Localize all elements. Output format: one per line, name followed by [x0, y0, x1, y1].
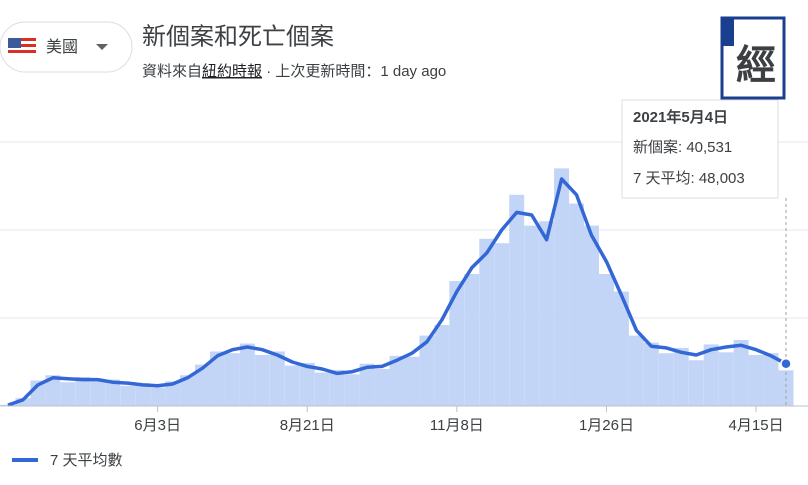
bar [419, 335, 435, 406]
bar [359, 363, 375, 406]
tooltip [621, 99, 779, 199]
bar [45, 375, 61, 406]
bar [778, 370, 794, 406]
bar [254, 354, 270, 406]
bar [209, 351, 225, 406]
watermark: 經 [720, 16, 786, 100]
bar [195, 364, 210, 406]
updated: · 上次更新時間：1 day ago [262, 63, 446, 80]
bar [673, 347, 689, 406]
country-label: 美國 [46, 38, 78, 56]
bar [434, 325, 450, 406]
bar [374, 369, 390, 406]
bar [733, 340, 749, 406]
bar [748, 354, 764, 406]
bar [464, 274, 480, 406]
bar [180, 375, 196, 406]
x-tick-label: 8月21日 [280, 417, 335, 434]
flag [8, 38, 36, 56]
source-link[interactable]: 紐約時報 [202, 63, 262, 80]
bar [75, 376, 91, 406]
bar [718, 352, 734, 406]
point [780, 358, 792, 370]
title: 新個案和死亡個案 [142, 23, 334, 50]
bar [60, 382, 76, 406]
bar [284, 365, 300, 406]
bar [90, 381, 106, 406]
x-tick-label: 11月8日 [430, 417, 484, 434]
bar [643, 342, 659, 406]
bar [120, 385, 136, 406]
bar [150, 387, 166, 406]
bar [688, 360, 704, 406]
bar [239, 343, 255, 406]
tooltip-title: 2021年5月4日 [633, 108, 728, 126]
tooltip-item: 7 天平均: 48,003 [633, 170, 745, 187]
bar [628, 335, 644, 406]
bar [135, 383, 151, 406]
bar [0, 404, 16, 406]
tooltip-item: 新個案: 40,531 [633, 138, 732, 156]
bar [524, 225, 540, 406]
source-prefix: 資料來自 [142, 63, 202, 80]
plot [0, 141, 808, 407]
x-tick-label: 4月15日 [729, 417, 784, 434]
x-tick-label: 6月3日 [134, 417, 181, 434]
watermark-text: 經 [736, 44, 776, 88]
legend-label: 7 天平均數 [50, 452, 123, 469]
country-select[interactable] [0, 21, 133, 73]
bar [314, 372, 330, 406]
bar [329, 369, 345, 406]
bar [404, 356, 420, 406]
bar [105, 379, 121, 406]
bar [539, 221, 555, 406]
bar [449, 281, 465, 406]
bar [658, 353, 674, 406]
bar [165, 381, 181, 406]
dropdown-arrow [96, 44, 108, 50]
bar [299, 362, 315, 406]
line [7, 177, 787, 407]
bar [703, 344, 719, 406]
bar [763, 353, 779, 406]
bar [554, 168, 570, 406]
bar [509, 194, 525, 406]
bar [494, 243, 510, 406]
bar [569, 203, 585, 406]
bar [479, 238, 495, 406]
bar [598, 274, 614, 406]
bar [389, 355, 405, 406]
bar [344, 374, 360, 406]
x-tick-label: 1月26日 [579, 417, 634, 434]
bar [15, 398, 31, 406]
bar [584, 225, 599, 406]
subtitle: 資料來自紐約時報 · 上次更新時間：1 day ago [142, 63, 446, 80]
bar [269, 351, 285, 406]
bar [224, 353, 240, 406]
bar [613, 291, 629, 406]
